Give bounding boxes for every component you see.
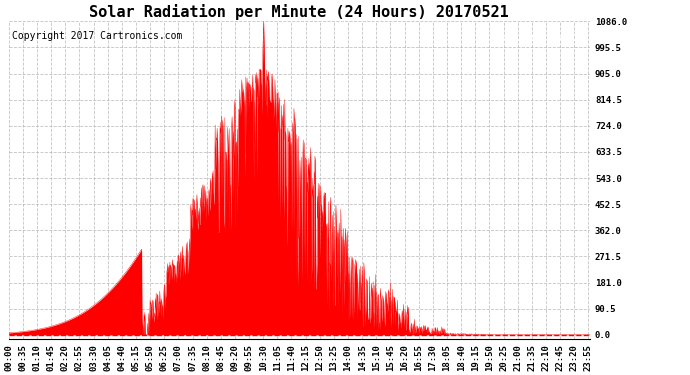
Text: Copyright 2017 Cartronics.com: Copyright 2017 Cartronics.com [12,31,182,41]
Title: Solar Radiation per Minute (24 Hours) 20170521: Solar Radiation per Minute (24 Hours) 20… [90,4,509,20]
